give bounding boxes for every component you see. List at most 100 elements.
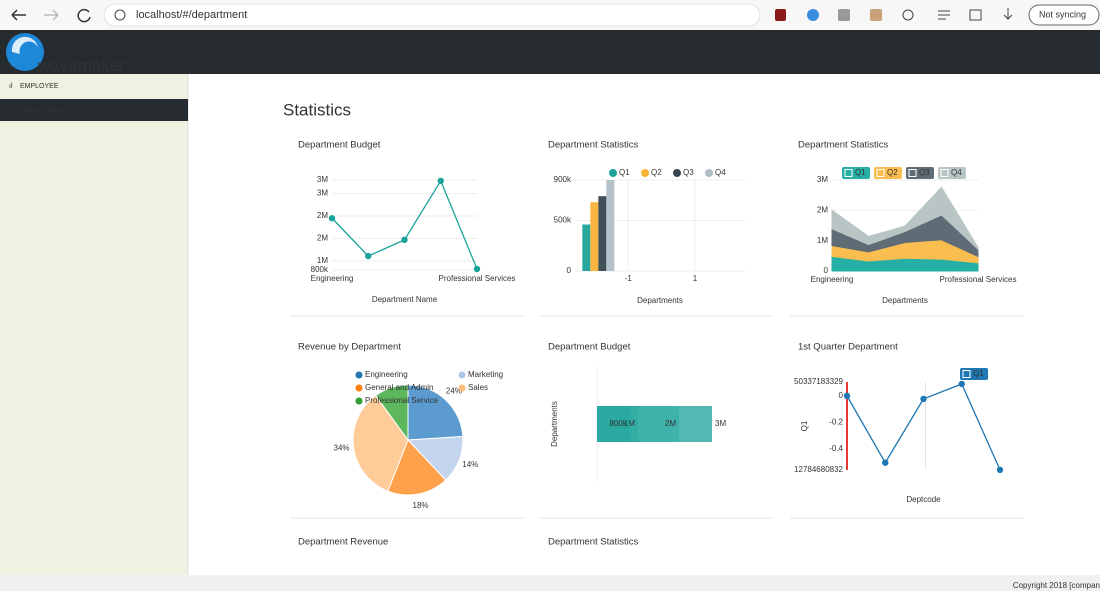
- favorites-button[interactable]: [938, 10, 950, 20]
- bar: [597, 406, 680, 442]
- page-title: Statistics: [283, 100, 351, 119]
- x-axis-title: Departments: [882, 296, 928, 305]
- extension-icon[interactable]: [807, 9, 819, 21]
- legend-dot[interactable]: [609, 169, 617, 177]
- point: [843, 392, 851, 400]
- point: [958, 380, 965, 388]
- y-tick-label: 3M: [317, 189, 328, 198]
- x-axis-title: Deptcode: [906, 495, 941, 504]
- extension-icon[interactable]: [838, 9, 850, 21]
- legend-label: Engineering: [365, 370, 408, 379]
- sync-label: Not syncing: [1039, 9, 1086, 19]
- point: [996, 466, 1004, 474]
- address-bar[interactable]: [103, 3, 761, 27]
- legend-label: Q4: [715, 168, 726, 177]
- collections-button[interactable]: [969, 9, 982, 21]
- y-axis-title: Q1: [800, 420, 809, 431]
- y-tick-label: 3M: [317, 175, 328, 184]
- slice-label: 18%: [413, 501, 429, 510]
- value-label: 800k: [609, 419, 627, 428]
- bar: [597, 406, 630, 442]
- footer-text: Copyright 2018 [compan: [1013, 581, 1100, 590]
- point: [401, 236, 408, 244]
- chart-title: Revenue by Department: [298, 342, 401, 353]
- legend-dot[interactable]: [641, 169, 649, 177]
- chart-title: Department Statistics: [798, 140, 889, 151]
- legend-label: Sales: [468, 383, 488, 392]
- nav-active[interactable]: [0, 99, 188, 121]
- legend-dot[interactable]: [705, 169, 713, 177]
- point: [328, 215, 336, 222]
- slice-label: 14%: [462, 460, 478, 469]
- x-tick-label: -1: [625, 274, 633, 283]
- reload-button[interactable]: [77, 8, 91, 23]
- legend-label: Q1: [619, 168, 630, 177]
- nav-icon: ıl: [9, 83, 13, 90]
- pie-slice: [387, 439, 447, 496]
- x-axis-title: Departments: [637, 296, 683, 305]
- point: [473, 265, 481, 273]
- legend-dot[interactable]: [355, 384, 363, 392]
- sync-button[interactable]: [1028, 4, 1100, 26]
- y-axis-title: Departments: [550, 401, 559, 447]
- nav-item[interactable]: EMPLOYEE: [20, 83, 59, 90]
- chart-title: 1st Quarter Department: [798, 342, 898, 353]
- x-tick-label: Professional Services: [439, 274, 516, 283]
- legend-dot[interactable]: [458, 371, 466, 379]
- y-tick-label: 12784680832: [794, 465, 843, 474]
- pie-slice: [407, 384, 464, 441]
- nav-item[interactable]: DEPARTMENT: [20, 107, 68, 114]
- legend-label: Marketing: [468, 370, 503, 379]
- back-button[interactable]: [11, 9, 26, 21]
- downloads-button[interactable]: [1003, 8, 1013, 20]
- forward-button[interactable]: [44, 9, 59, 21]
- value-label: 3M: [715, 419, 726, 428]
- y-tick-label: 500k: [554, 216, 572, 225]
- pie-slice: [352, 394, 409, 492]
- bar: [597, 406, 712, 442]
- logo-swirl: [11, 36, 38, 54]
- y-tick-label: 2M: [817, 205, 828, 214]
- x-tick-label: Engineering: [811, 275, 854, 284]
- y-tick-label: 0: [567, 266, 572, 275]
- legend-label: Q3: [919, 168, 930, 177]
- pie-slice: [374, 384, 409, 442]
- y-tick-label: 2M: [317, 211, 328, 220]
- extension-icon[interactable]: [870, 9, 882, 21]
- y-tick-label: 2M: [317, 234, 328, 243]
- legend-label: General and Admin: [365, 383, 434, 392]
- slice-label: 24%: [446, 386, 462, 395]
- legend-label: Q2: [887, 168, 898, 177]
- legend-dot[interactable]: [355, 371, 363, 379]
- legend-label: Q1: [855, 168, 866, 177]
- logo-text: wavemaker: [37, 56, 125, 75]
- legend-dot[interactable]: [355, 397, 363, 405]
- x-tick-label: Engineering: [311, 274, 354, 283]
- point: [365, 252, 372, 260]
- legend-label: Q4: [951, 168, 962, 177]
- legend-label: Q2: [651, 168, 662, 177]
- extension-icon[interactable]: [775, 9, 786, 21]
- y-tick-label: 900k: [554, 175, 572, 184]
- y-tick-label: 0: [839, 391, 844, 400]
- app-header: [0, 30, 1100, 74]
- chart-title: Department Revenue: [298, 537, 388, 548]
- value-label: 1M: [624, 419, 635, 428]
- y-tick-label: 50337183329: [794, 377, 843, 386]
- footer: [0, 575, 1100, 591]
- extensions-button[interactable]: [902, 9, 914, 21]
- legend-dot[interactable]: [458, 384, 466, 392]
- y-tick-label: 1M: [817, 236, 828, 245]
- point: [920, 395, 927, 403]
- bar: [590, 202, 599, 271]
- legend-dot[interactable]: [673, 169, 681, 177]
- y-tick-label: 1M: [317, 256, 328, 265]
- line: [331, 179, 478, 270]
- x-axis-title: Department Name: [372, 295, 438, 304]
- y-tick-label: 800k: [311, 265, 329, 274]
- y-tick-label: -0.4: [829, 444, 843, 453]
- sidebar: [0, 74, 188, 575]
- site-icon: [114, 9, 126, 21]
